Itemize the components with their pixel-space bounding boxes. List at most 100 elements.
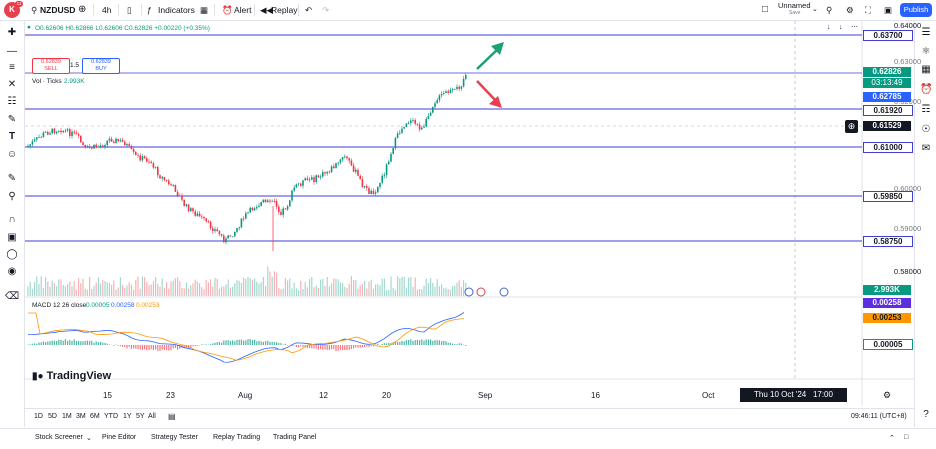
macd-histogram-bar: [272, 342, 273, 345]
tab-stock-screener[interactable]: Stock Screener: [35, 434, 83, 441]
help-icon[interactable]: ?: [920, 409, 932, 421]
volume-bar: [166, 282, 167, 296]
macd-histogram-bar: [197, 345, 198, 346]
chevron-down-icon[interactable]: ⌄: [86, 434, 92, 442]
range-3m[interactable]: 3M: [76, 413, 86, 420]
macd-histogram-bar: [434, 340, 435, 345]
zoom-icon[interactable]: ⚲: [5, 191, 19, 203]
camera-icon[interactable]: ▣: [884, 3, 892, 17]
templates-icon[interactable]: ▦: [200, 3, 208, 17]
macd-histogram-bar: [230, 341, 231, 345]
macd-histogram-bar: [201, 344, 202, 345]
more-icon[interactable]: ⋯: [851, 23, 858, 31]
down-arrow-drawing[interactable]: [477, 81, 502, 108]
range-5d[interactable]: 5D: [48, 413, 57, 420]
time-tick: Aug: [238, 391, 252, 400]
candlesticks: [27, 73, 466, 251]
redo-icon[interactable]: ↷: [322, 3, 329, 17]
indicators-button[interactable]: Indicators: [158, 3, 195, 17]
range-6m[interactable]: 6M: [90, 413, 100, 420]
volume-bar: [234, 283, 235, 296]
fib-icon[interactable]: ≡: [5, 62, 19, 74]
add-alert-icon[interactable]: ⊕: [845, 120, 858, 133]
volume-bar: [390, 277, 391, 296]
magnet-icon[interactable]: ∩: [5, 214, 19, 226]
price-chart[interactable]: [25, 21, 914, 406]
emoji-icon[interactable]: ☺: [5, 149, 19, 161]
tab-trading-panel[interactable]: Trading Panel: [273, 434, 316, 441]
hotlist-icon[interactable]: ⏰: [920, 84, 932, 96]
macd-histogram-bar: [377, 344, 378, 345]
range-1y[interactable]: 1Y: [123, 413, 132, 420]
range-1d[interactable]: 1D: [34, 413, 43, 420]
forecast-icon[interactable]: ☷: [5, 96, 19, 108]
macd-histogram-bar: [195, 345, 196, 346]
candle-body: [241, 218, 243, 227]
macd-histogram-bar: [239, 340, 240, 345]
horizontal-levels[interactable]: [25, 35, 862, 241]
volume-bar: [397, 276, 398, 296]
chart-area[interactable]: O0.62606 H0.62866 L0.62606 C0.62826 +0.0…: [25, 21, 914, 406]
lock-icon[interactable]: ▣: [5, 232, 19, 244]
brush-icon[interactable]: ✎: [5, 114, 19, 126]
pattern-icon[interactable]: ✕: [5, 79, 19, 91]
eye-icon[interactable]: ◉: [5, 266, 19, 278]
alert-button[interactable]: Alert: [234, 3, 251, 17]
symbol-search[interactable]: NZDUSD: [40, 3, 75, 17]
ruler-icon[interactable]: ✎: [5, 173, 19, 185]
alert-icon[interactable]: ⏰: [222, 3, 233, 17]
ideas-icon[interactable]: ☉: [920, 124, 932, 136]
macd-histogram-bar: [120, 345, 121, 346]
replay-button[interactable]: Replay: [271, 3, 297, 17]
visibility-icon[interactable]: ◯: [5, 249, 19, 261]
add-symbol-icon[interactable]: ⊕: [78, 3, 86, 17]
watchlist-icon[interactable]: ☰: [920, 27, 932, 39]
quick-search-icon[interactable]: ⚲: [826, 3, 832, 17]
macd-histogram-bar: [344, 345, 345, 350]
up-arrow-drawing[interactable]: [477, 42, 504, 69]
trend-line-icon[interactable]: —: [5, 46, 19, 58]
tab-strategy-tester[interactable]: Strategy Tester: [151, 434, 198, 441]
range-ytd[interactable]: YTD: [104, 413, 118, 420]
undo-icon[interactable]: ↶: [305, 3, 312, 17]
goto-date-icon[interactable]: ▤: [168, 412, 176, 421]
tab-pine-editor[interactable]: Pine Editor: [102, 434, 136, 441]
candle-body: [175, 185, 177, 192]
data-window-icon[interactable]: ▦: [920, 64, 932, 76]
macd-histogram-bar: [382, 344, 383, 345]
scroll-forward-icon[interactable]: ↓: [839, 24, 843, 31]
range-1m[interactable]: 1M: [62, 413, 72, 420]
scroll-back-icon[interactable]: ↓: [827, 24, 831, 31]
tab-replay-trading[interactable]: Replay Trading: [213, 434, 260, 441]
indicators-icon[interactable]: ƒ: [147, 3, 152, 17]
range-5y[interactable]: 5Y: [136, 413, 145, 420]
chevron-up-icon[interactable]: ⌃: [889, 434, 895, 442]
event-flags[interactable]: [465, 288, 508, 296]
clock[interactable]: 09:46:11 (UTC+8): [851, 413, 907, 420]
crosshair-icon[interactable]: ✚: [5, 27, 19, 39]
maximize-panel-icon[interactable]: □: [904, 434, 908, 441]
volume-bar: [320, 280, 321, 296]
candle-body: [29, 144, 31, 146]
volume-bar: [52, 280, 53, 296]
layout-checkbox[interactable]: □: [762, 3, 768, 17]
chart-type-icon[interactable]: ▯: [127, 3, 132, 17]
chevron-down-icon[interactable]: ⌄: [812, 3, 818, 17]
chart-settings-icon[interactable]: ⚙: [883, 390, 891, 401]
alerts-icon[interactable]: ⚛: [920, 46, 932, 58]
chat-icon[interactable]: ✉: [920, 143, 932, 155]
interval-button[interactable]: 4h: [102, 3, 111, 17]
fullscreen-icon[interactable]: ⛶: [865, 3, 871, 17]
text-icon[interactable]: T: [5, 131, 19, 143]
calendar-icon[interactable]: ☶: [920, 104, 932, 116]
search-icon[interactable]: ⚲: [31, 3, 37, 17]
settings-icon[interactable]: ⚙: [846, 3, 854, 17]
candle-body: [287, 206, 289, 209]
publish-button[interactable]: Publish: [900, 3, 932, 17]
volume-bar: [177, 277, 178, 296]
range-all[interactable]: All: [148, 413, 156, 420]
volume-bar: [329, 286, 330, 296]
trash-icon[interactable]: ⌫: [5, 291, 19, 303]
